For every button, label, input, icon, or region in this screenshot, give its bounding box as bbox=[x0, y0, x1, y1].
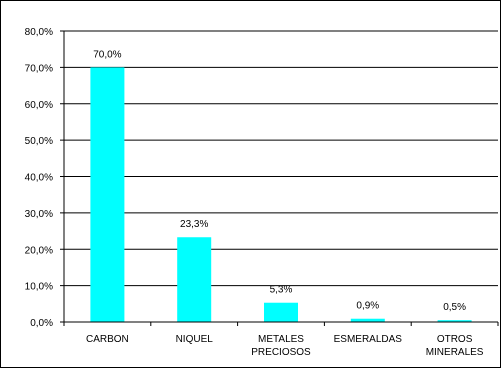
x-tick-label: NIQUEL bbox=[176, 334, 214, 345]
x-tick-label: METALES bbox=[258, 334, 304, 345]
data-labels: 70,0% 23,3% 5,3% 0,9% 0,5% bbox=[93, 49, 466, 313]
gridlines bbox=[64, 30, 498, 287]
bar bbox=[350, 318, 385, 322]
y-tick-label: 70,0% bbox=[25, 63, 53, 74]
y-tick-label: 60,0% bbox=[25, 100, 53, 111]
y-tick-label: 0,0% bbox=[30, 318, 53, 329]
y-tick-label: 20,0% bbox=[25, 245, 53, 256]
y-tick-label: 50,0% bbox=[25, 136, 53, 147]
data-label: 0,9% bbox=[356, 301, 379, 312]
axes bbox=[63, 31, 498, 323]
y-tick-label: 10,0% bbox=[25, 282, 53, 293]
y-tick-label: 30,0% bbox=[25, 209, 53, 220]
bar bbox=[264, 302, 298, 322]
data-label: 70,0% bbox=[93, 49, 121, 60]
x-tick-label: MINERALES bbox=[426, 347, 484, 358]
x-axis-ticks: CARBON NIQUEL METALES PRECIOSOS ESMERALDAS OT… bbox=[63, 322, 499, 358]
bar bbox=[90, 67, 125, 322]
data-label: 5,3% bbox=[270, 285, 293, 296]
bars bbox=[90, 67, 472, 322]
y-tick-label: 40,0% bbox=[25, 173, 53, 184]
data-label: 23,3% bbox=[180, 219, 208, 230]
x-tick-label: OTROS bbox=[437, 334, 473, 345]
y-axis-ticks: 0,0% 10,0% 20,0% 30,0% 40,0% 50,0% 60,0% 70,0% 8… bbox=[25, 27, 64, 329]
bar bbox=[177, 237, 212, 322]
x-tick-label: ESMERALDAS bbox=[334, 334, 403, 345]
y-tick-label: 80,0% bbox=[25, 27, 53, 38]
data-label: 0,5% bbox=[443, 302, 466, 313]
x-tick-label: CARBON bbox=[86, 334, 129, 345]
x-tick-label: PRECIOSOS bbox=[251, 347, 311, 358]
bar bbox=[437, 320, 472, 322]
